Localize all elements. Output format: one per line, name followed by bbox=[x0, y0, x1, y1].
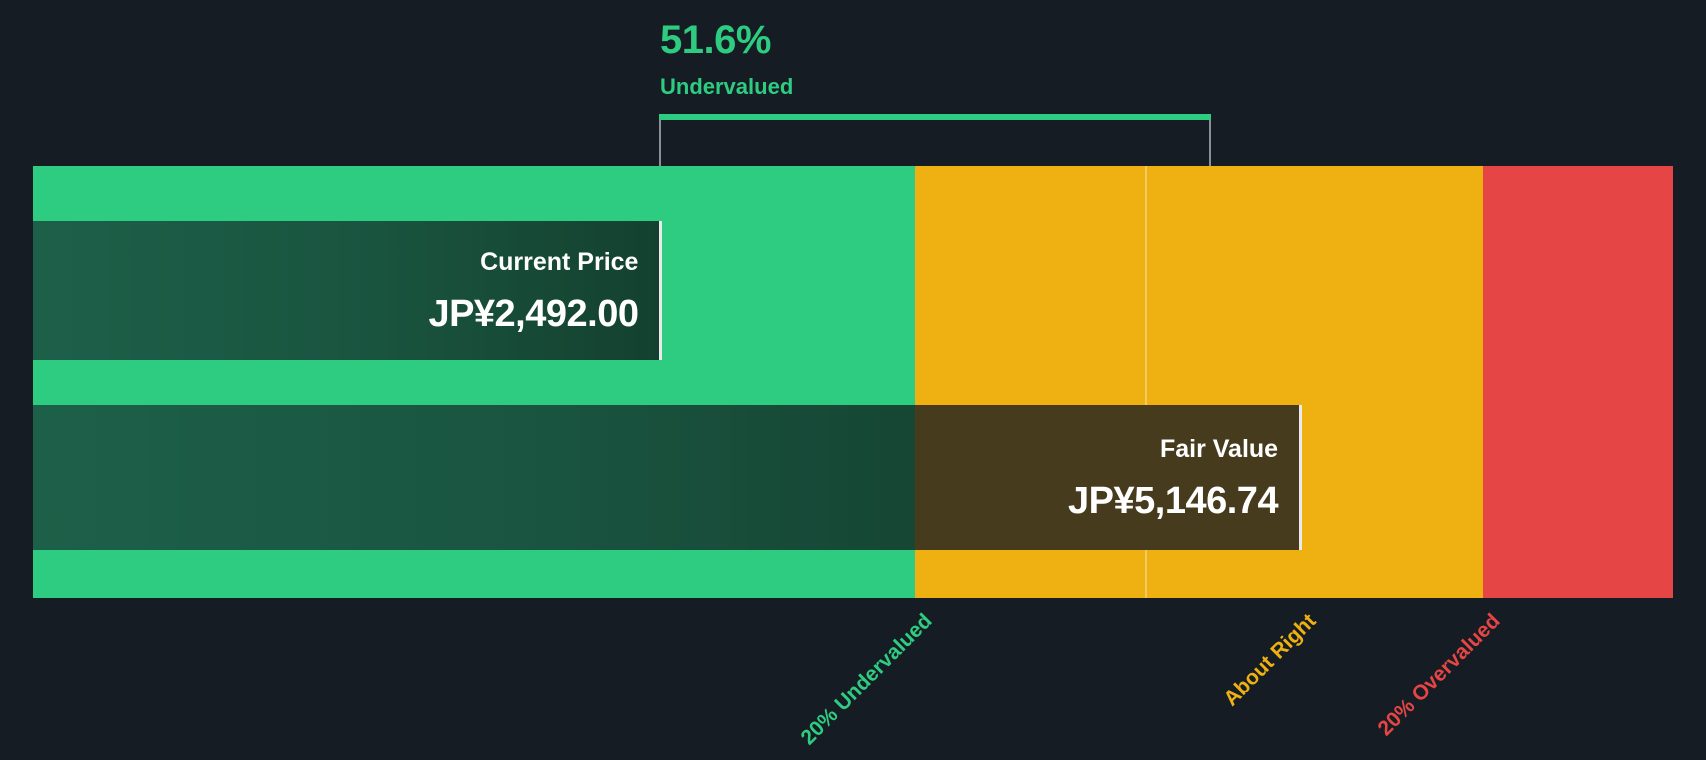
discount-bracket-bar bbox=[659, 114, 1211, 120]
fair-value-label: Fair Value bbox=[1159, 435, 1279, 463]
current-price-fill bbox=[33, 221, 660, 360]
axis-label-about-right: About Right bbox=[1219, 609, 1321, 711]
fair-value-value: JP¥5,146.74 bbox=[1068, 480, 1279, 522]
discount-bracket-leg-right bbox=[1209, 120, 1211, 166]
axis-label-20-undervalued: 20% Undervalued bbox=[796, 609, 937, 750]
axis-label-20-overvalued: 20% Overvalued bbox=[1373, 609, 1505, 741]
valuation-verdict: Undervalued bbox=[660, 74, 794, 99]
current-price-label: Current Price bbox=[480, 248, 639, 276]
fair-value-fill-amber bbox=[915, 405, 1300, 550]
current-price-marker bbox=[659, 221, 663, 360]
discount-bracket-leg-left bbox=[659, 120, 661, 166]
fair-value-bar[interactable]: Fair Value JP¥5,146.74 bbox=[33, 405, 1303, 550]
band-divider bbox=[1144, 166, 1147, 598]
current-price-value: JP¥2,492.00 bbox=[428, 293, 639, 335]
discount-percent: 51.6% bbox=[660, 18, 771, 62]
band-overvalued bbox=[1482, 166, 1673, 598]
current-price-bar[interactable]: Current Price JP¥2,492.00 bbox=[33, 221, 663, 360]
fair-value-fill-green bbox=[33, 405, 916, 550]
fair-value-marker bbox=[1299, 405, 1303, 550]
